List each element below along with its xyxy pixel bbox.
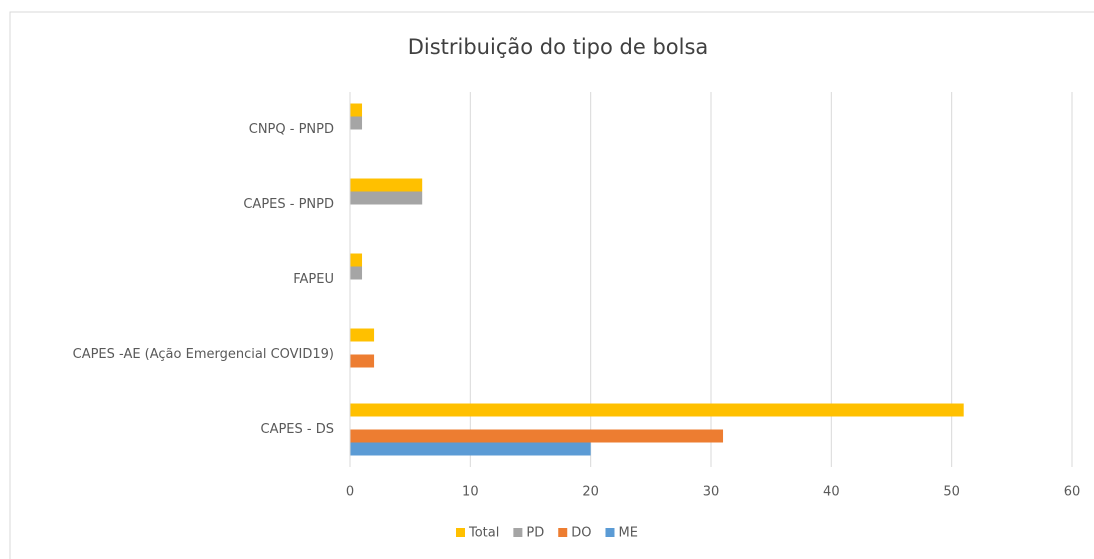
bar <box>350 403 964 417</box>
bar <box>350 354 375 368</box>
chart-title: Distribuição do tipo de bolsa <box>408 35 709 59</box>
bar <box>350 429 724 443</box>
legend-swatch <box>558 528 568 537</box>
y-tick-label: CAPES - PNPD <box>243 197 334 212</box>
legend-label: DO <box>571 526 591 541</box>
x-tick-label: 60 <box>1064 485 1081 500</box>
legend-swatch <box>605 528 615 537</box>
y-tick-label: FAPEU <box>293 272 334 287</box>
bar <box>350 442 591 456</box>
x-tick-label: 20 <box>582 485 599 500</box>
legend-swatch <box>513 528 523 537</box>
x-tick-label: 40 <box>823 485 840 500</box>
legend-label: Total <box>468 526 499 541</box>
legend-label: ME <box>618 526 637 541</box>
x-tick-label: 30 <box>703 485 720 500</box>
y-tick-label: CAPES -AE (Ação Emergencial COVID19) <box>73 347 334 362</box>
y-tick-label: CAPES - DS <box>261 422 335 437</box>
x-tick-label: 10 <box>462 485 479 500</box>
bar <box>350 253 363 267</box>
legend-swatch <box>456 528 465 537</box>
chart-border <box>9 11 1094 559</box>
bar <box>350 178 423 192</box>
bar <box>350 328 375 342</box>
x-tick-label: 50 <box>943 485 960 500</box>
bar <box>350 116 363 130</box>
bar <box>350 103 363 117</box>
x-tick-label: 0 <box>346 485 354 500</box>
legend-label: PD <box>526 526 544 541</box>
bar <box>350 266 363 280</box>
bar <box>350 191 423 205</box>
y-tick-label: CNPQ - PNPD <box>249 122 334 137</box>
